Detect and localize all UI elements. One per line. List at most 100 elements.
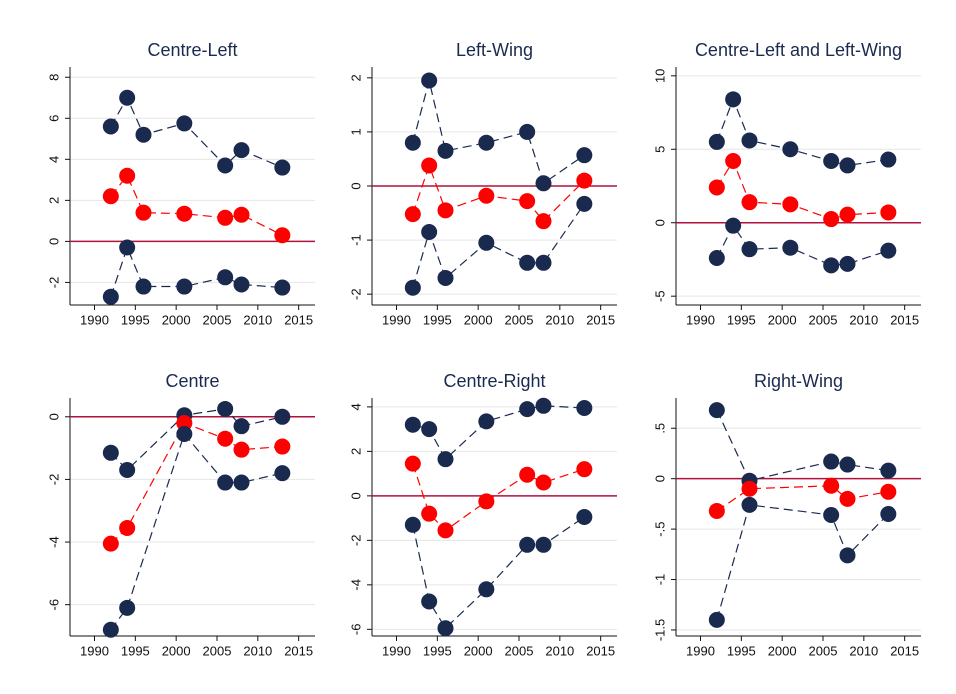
x-tick-label: 2010 (849, 312, 878, 327)
y-tick-label: 5 (652, 146, 667, 153)
point (437, 269, 454, 286)
x-tick-label: 2015 (586, 312, 615, 327)
point (102, 535, 119, 552)
y-tick-label: -6 (348, 624, 363, 636)
point (535, 213, 552, 230)
point (782, 141, 799, 158)
point (135, 278, 152, 295)
point (404, 206, 421, 223)
point (119, 599, 136, 616)
y-tick-label: -1 (652, 574, 667, 586)
point (217, 209, 234, 226)
point (535, 536, 552, 553)
panel-title: Centre (165, 371, 219, 391)
point (217, 269, 234, 286)
point (478, 234, 495, 251)
x-tick-label: 2005 (203, 312, 232, 327)
point (421, 157, 438, 174)
point (404, 134, 421, 151)
x-tick-label: 2005 (505, 643, 534, 658)
point (823, 477, 840, 494)
x-tick-label: 2010 (545, 643, 574, 658)
x-tick-label: 1990 (80, 312, 109, 327)
point (176, 205, 193, 222)
point (102, 188, 119, 205)
point (437, 202, 454, 219)
point (741, 496, 758, 513)
y-tick-label: -4 (46, 536, 61, 548)
point (421, 505, 438, 522)
y-tick-label: -2 (348, 535, 363, 547)
point (274, 279, 291, 296)
point (274, 465, 291, 482)
point (576, 509, 593, 525)
y-tick-label: 2 (348, 448, 363, 455)
point (880, 204, 897, 221)
x-tick-label: 2000 (464, 312, 493, 327)
point (404, 279, 421, 296)
point (839, 547, 856, 564)
point (233, 206, 250, 223)
point (404, 455, 421, 472)
point (217, 474, 234, 491)
point (437, 142, 454, 159)
point (576, 147, 593, 164)
point (135, 204, 152, 221)
point (708, 133, 725, 150)
point (274, 159, 291, 176)
point (741, 241, 758, 258)
point (176, 415, 193, 432)
y-tick-label: 0 (652, 219, 667, 226)
y-tick-label: 0 (46, 238, 61, 245)
point (519, 401, 536, 418)
point (576, 195, 593, 212)
y-tick-label: -1 (348, 234, 363, 246)
x-tick-label: 1995 (121, 312, 150, 327)
point (880, 505, 897, 522)
y-tick-label: 4 (348, 403, 363, 410)
x-tick-label: 2010 (243, 643, 272, 658)
x-tick-label: 2015 (284, 643, 313, 658)
y-tick-label: -1.5 (652, 619, 667, 641)
x-tick-label: 1990 (382, 312, 411, 327)
point (839, 157, 856, 174)
point (782, 196, 799, 213)
point (233, 276, 250, 293)
point (839, 456, 856, 473)
point (233, 418, 250, 435)
y-tick-label: 4 (46, 156, 61, 163)
x-tick-label: 2015 (586, 643, 615, 658)
point (437, 620, 454, 637)
point (880, 483, 897, 500)
point (274, 438, 291, 455)
point (839, 255, 856, 272)
y-tick-label: 10 (652, 69, 667, 83)
point (519, 466, 536, 483)
point (576, 461, 593, 478)
y-tick-label: -.5 (652, 522, 667, 537)
x-tick-label: 2015 (890, 312, 919, 327)
point (823, 453, 840, 470)
point (421, 421, 438, 438)
point (404, 516, 421, 533)
point (782, 239, 799, 256)
x-tick-label: 1995 (121, 643, 150, 658)
y-tick-label: -2 (348, 288, 363, 300)
point (823, 211, 840, 228)
point (135, 126, 152, 143)
point (519, 536, 536, 553)
point (839, 206, 856, 223)
y-tick-label: 0 (46, 413, 61, 420)
point (478, 581, 495, 598)
point (119, 462, 136, 479)
point (102, 621, 119, 638)
x-tick-label: 2000 (768, 312, 797, 327)
y-tick-label: -5 (652, 290, 667, 302)
point (421, 72, 438, 89)
point (437, 451, 454, 468)
point (274, 227, 291, 244)
x-tick-label: 1990 (686, 643, 715, 658)
point (119, 239, 136, 256)
point (535, 474, 552, 491)
